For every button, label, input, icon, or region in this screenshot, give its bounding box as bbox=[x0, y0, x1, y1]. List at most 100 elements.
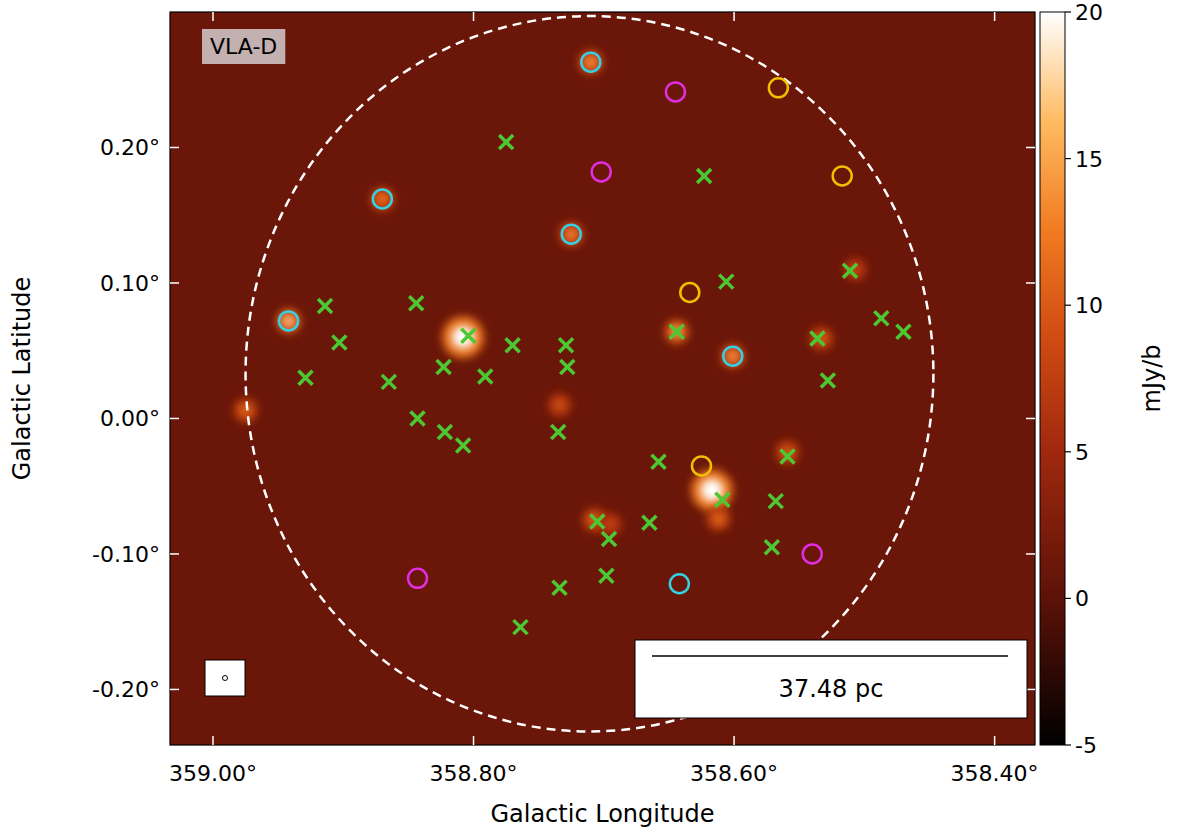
x-stroke bbox=[874, 311, 888, 325]
source-marker bbox=[670, 325, 684, 339]
x-stroke bbox=[780, 449, 794, 463]
source-marker bbox=[602, 532, 616, 546]
x-stroke bbox=[896, 325, 910, 339]
source-marker bbox=[599, 569, 613, 583]
x-stroke bbox=[599, 569, 613, 583]
x-stroke bbox=[697, 169, 711, 183]
colorbar-tick-label: 15 bbox=[1075, 147, 1103, 172]
beam-box bbox=[205, 660, 245, 696]
source-marker bbox=[562, 225, 581, 244]
x-stroke bbox=[551, 425, 565, 439]
x-stroke bbox=[810, 332, 824, 346]
panel-label: VLA-D bbox=[210, 34, 277, 59]
colorbar bbox=[1040, 12, 1065, 745]
colorbar-tick bbox=[1065, 598, 1071, 599]
x-stroke bbox=[553, 581, 567, 595]
source-marker bbox=[715, 493, 729, 507]
x-stroke bbox=[461, 329, 475, 343]
y-tick-label: -0.10° bbox=[92, 542, 160, 567]
x-stroke bbox=[821, 374, 835, 388]
source-marker bbox=[642, 516, 656, 530]
source-marker bbox=[719, 275, 733, 289]
emission-core bbox=[605, 519, 615, 529]
x-tick-label: 358.60° bbox=[690, 761, 778, 786]
x-tick bbox=[994, 736, 996, 745]
source-marker bbox=[833, 166, 852, 185]
x-tick bbox=[212, 736, 214, 745]
source-marker bbox=[692, 456, 711, 475]
y-tick bbox=[170, 147, 179, 149]
x-stroke bbox=[670, 325, 684, 339]
source-marker bbox=[843, 264, 857, 278]
image-background bbox=[170, 12, 1035, 745]
emission-core bbox=[555, 400, 565, 410]
x-stroke bbox=[652, 455, 666, 469]
plot-area bbox=[234, 16, 934, 731]
source-marker bbox=[499, 135, 513, 149]
x-stroke bbox=[318, 299, 332, 313]
colorbar-tick-label: 0 bbox=[1075, 586, 1089, 611]
x-stroke bbox=[506, 338, 520, 352]
x-stroke bbox=[553, 581, 567, 595]
source-marker bbox=[409, 296, 423, 310]
beam bbox=[223, 676, 228, 681]
x-stroke bbox=[780, 449, 794, 463]
emission-core bbox=[284, 316, 294, 326]
y-tick bbox=[170, 689, 179, 691]
x-stroke bbox=[769, 494, 783, 508]
source-marker bbox=[723, 347, 742, 366]
x-stroke bbox=[382, 375, 396, 389]
y-tick-label: 0.00° bbox=[100, 406, 160, 431]
x-stroke bbox=[437, 360, 451, 374]
emission-halo bbox=[579, 50, 603, 74]
emission-source bbox=[277, 309, 301, 333]
source-marker bbox=[437, 360, 451, 374]
colorbar-tick-label: 10 bbox=[1075, 293, 1103, 318]
x-stroke bbox=[652, 455, 666, 469]
colorbar-tick-label: 20 bbox=[1075, 0, 1103, 25]
x-tick bbox=[473, 736, 475, 745]
x-stroke bbox=[843, 264, 857, 278]
source-marker bbox=[553, 581, 567, 595]
x-stroke bbox=[843, 264, 857, 278]
x-stroke bbox=[409, 296, 423, 310]
source-marker bbox=[874, 311, 888, 325]
x-stroke bbox=[382, 375, 396, 389]
source-marker bbox=[551, 425, 565, 439]
x-stroke bbox=[559, 338, 573, 352]
emission-source bbox=[442, 316, 484, 358]
x-stroke bbox=[478, 369, 492, 383]
x-stroke bbox=[715, 493, 729, 507]
source-marker bbox=[373, 189, 392, 208]
x-stroke bbox=[409, 296, 423, 310]
y-tick-label: -0.20° bbox=[92, 677, 160, 702]
x-stroke bbox=[602, 532, 616, 546]
source-marker bbox=[896, 325, 910, 339]
x-stroke bbox=[715, 493, 729, 507]
x-tick-label: 358.40° bbox=[951, 761, 1039, 786]
y-tick-right bbox=[1026, 282, 1035, 284]
x-tick bbox=[733, 736, 735, 745]
source-marker bbox=[666, 82, 685, 101]
emission-source bbox=[548, 393, 572, 417]
colorbar-tick bbox=[1065, 11, 1071, 12]
colorbar-title: mJy/b bbox=[1138, 345, 1166, 413]
emission-halo bbox=[370, 187, 394, 211]
emission-core bbox=[728, 351, 738, 361]
x-stroke bbox=[769, 494, 783, 508]
x-stroke bbox=[590, 514, 604, 528]
source-marker bbox=[581, 53, 600, 72]
x-stroke bbox=[437, 360, 451, 374]
emission-source bbox=[809, 327, 833, 351]
source-marker bbox=[411, 411, 425, 425]
y-axis-title: Galactic Latitude bbox=[8, 277, 36, 481]
x-stroke bbox=[560, 360, 574, 374]
x-stroke bbox=[642, 516, 656, 530]
source-marker bbox=[697, 169, 711, 183]
source-marker bbox=[765, 540, 779, 554]
x-stroke bbox=[551, 425, 565, 439]
x-stroke bbox=[719, 275, 733, 289]
x-stroke bbox=[499, 135, 513, 149]
colorbar-tick bbox=[1065, 305, 1071, 306]
scale-bar-box bbox=[635, 640, 1027, 718]
